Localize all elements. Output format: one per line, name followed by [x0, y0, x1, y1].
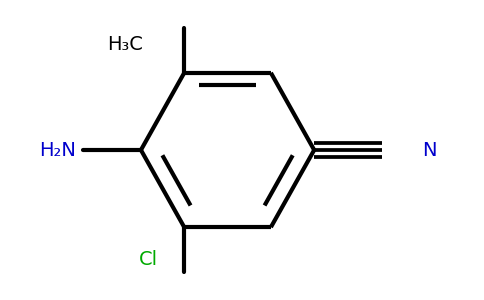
Text: H₃C: H₃C	[107, 35, 143, 54]
Text: H₂N: H₂N	[39, 141, 76, 160]
Text: Cl: Cl	[138, 250, 158, 269]
Text: N: N	[423, 141, 437, 160]
